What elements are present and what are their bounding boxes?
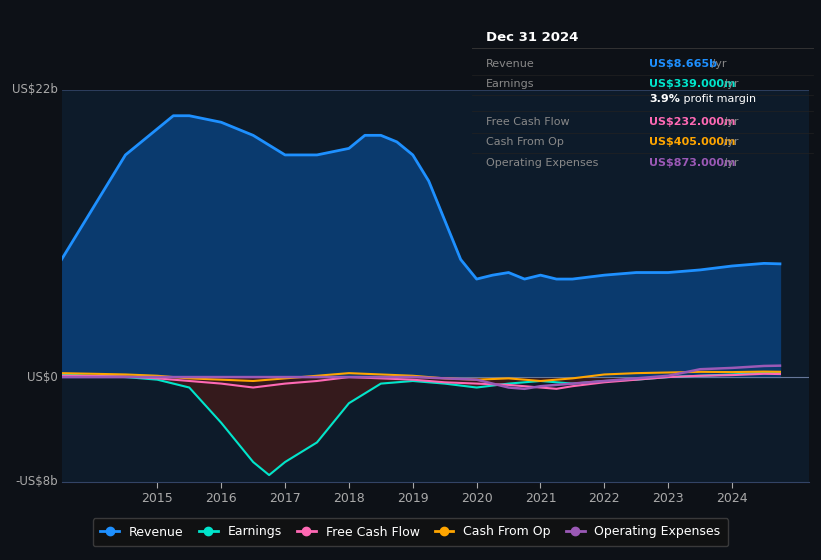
Text: Earnings: Earnings (486, 79, 534, 89)
Text: US$8.665b: US$8.665b (649, 59, 718, 68)
Text: -US$8b: -US$8b (16, 475, 57, 488)
Text: US$873.000m: US$873.000m (649, 157, 736, 167)
Text: US$232.000m: US$232.000m (649, 116, 736, 127)
Text: /yr: /yr (708, 59, 726, 68)
Text: /yr: /yr (721, 116, 739, 127)
Text: Dec 31 2024: Dec 31 2024 (486, 31, 578, 44)
Text: Operating Expenses: Operating Expenses (486, 157, 598, 167)
Text: US$22b: US$22b (12, 83, 57, 96)
Legend: Revenue, Earnings, Free Cash Flow, Cash From Op, Operating Expenses: Revenue, Earnings, Free Cash Flow, Cash … (93, 518, 728, 546)
Text: US$405.000m: US$405.000m (649, 137, 736, 147)
Text: Cash From Op: Cash From Op (486, 137, 563, 147)
Text: /yr: /yr (721, 157, 739, 167)
Text: 3.9%: 3.9% (649, 95, 680, 104)
Text: /yr: /yr (721, 79, 739, 89)
Text: profit margin: profit margin (680, 95, 756, 104)
Text: US$0: US$0 (27, 371, 57, 384)
Text: /yr: /yr (721, 137, 739, 147)
Text: Free Cash Flow: Free Cash Flow (486, 116, 569, 127)
Text: Revenue: Revenue (486, 59, 534, 68)
Text: US$339.000m: US$339.000m (649, 79, 736, 89)
